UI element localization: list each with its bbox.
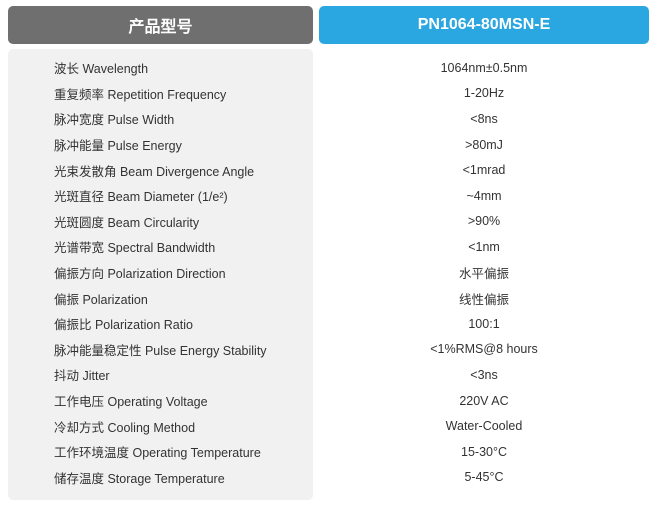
spec-label: 抖动 Jitter (54, 369, 110, 384)
spec-row: 脉冲宽度 Pulse Width <8ns (0, 106, 660, 132)
spec-value: <1mrad (462, 163, 506, 178)
spec-row: 偏振 Polarization 线性偏振 (0, 285, 660, 311)
spec-value: 1-20Hz (463, 86, 505, 101)
spec-label: 储存温度 Storage Temperature (54, 471, 225, 486)
spec-label: 重复频率 Repetition Frequency (54, 87, 227, 102)
spec-row: 光斑直径 Beam Diameter (1/e²) ~4mm (0, 183, 660, 209)
spec-value: 线性偏振 (458, 292, 509, 307)
spec-label-panel (8, 49, 313, 500)
spec-label: 工作电压 Operating Voltage (54, 395, 208, 410)
spec-row: 工作电压 Operating Voltage 220V AC (0, 388, 660, 414)
spec-value: >80mJ (465, 137, 503, 152)
spec-label: 偏振比 Polarization Ratio (54, 318, 193, 333)
spec-value: <1%RMS@8 hours (430, 342, 538, 357)
spec-row: 光束发散角 Beam Divergence Angle <1mrad (0, 157, 660, 183)
spec-row: 脉冲能量稳定性 Pulse Energy Stability <1%RMS@8 h… (0, 337, 660, 363)
spec-value: 5-45°C (464, 470, 504, 485)
model-number-header: PN1064-80MSN-E (319, 6, 649, 44)
spec-row: 光斑圆度 Beam Circularity >90% (0, 209, 660, 235)
spec-table: 波长 Wavelength 1064nm±0.5nm 重复频率 Repetition… (0, 55, 660, 490)
spec-value: 220V AC (459, 393, 509, 408)
spec-label: 脉冲能量 Pulse Energy (54, 139, 182, 154)
spec-value: Water-Cooled (445, 419, 523, 434)
model-number-label: PN1064-80MSN-E (417, 16, 551, 33)
spec-value: 1064nm±0.5nm (440, 60, 528, 75)
spec-label: 偏振 Polarization (54, 292, 148, 307)
product-model-header: 产品型号 (8, 6, 313, 44)
spec-label: 冷却方式 Cooling Method (54, 420, 196, 435)
spec-label: 脉冲能量稳定性 Pulse Energy Stability (54, 343, 267, 358)
product-model-label: 产品型号 (128, 19, 193, 36)
spec-label: 波长 Wavelength (54, 62, 149, 77)
spec-value: 100:1 (468, 316, 500, 331)
spec-label: 光斑直径 Beam Diameter (1/e²) (54, 190, 228, 205)
spec-label: 脉冲宽度 Pulse Width (54, 113, 175, 128)
spec-label: 光谱带宽 Spectral Bandwidth (54, 241, 216, 256)
spec-row: 偏振比 Polarization Ratio 100:1 (0, 311, 660, 337)
spec-value: >90% (467, 214, 501, 229)
spec-row: 光谱带宽 Spectral Bandwidth <1nm (0, 234, 660, 260)
spec-label: 光束发散角 Beam Divergence Angle (54, 164, 255, 179)
spec-row: 储存温度 Storage Temperature 5-45°C (0, 465, 660, 491)
spec-label: 工作环境温度 Operating Temperature (54, 446, 261, 461)
spec-row: 冷却方式 Cooling Method Water-Cooled (0, 413, 660, 439)
spec-row: 工作环境温度 Operating Temperature 15-30°C (0, 439, 660, 465)
spec-value: <8ns (470, 111, 498, 126)
spec-label: 偏振方向 Polarization Direction (54, 267, 226, 282)
spec-row: 重复频率 Repetition Frequency 1-20Hz (0, 81, 660, 107)
spec-value: 15-30°C (461, 444, 507, 459)
spec-value: <3ns (470, 367, 498, 382)
spec-value: ~4mm (466, 188, 502, 203)
spec-row: 偏振方向 Polarization Direction 水平偏振 (0, 260, 660, 286)
spec-label: 光斑圆度 Beam Circularity (54, 215, 200, 230)
spec-value: <1nm (468, 239, 500, 254)
spec-row: 脉冲能量 Pulse Energy >80mJ (0, 132, 660, 158)
spec-value: 水平偏振 (458, 267, 509, 282)
spec-row: 波长 Wavelength 1064nm±0.5nm (0, 55, 660, 81)
spec-row: 抖动 Jitter <3ns (0, 362, 660, 388)
